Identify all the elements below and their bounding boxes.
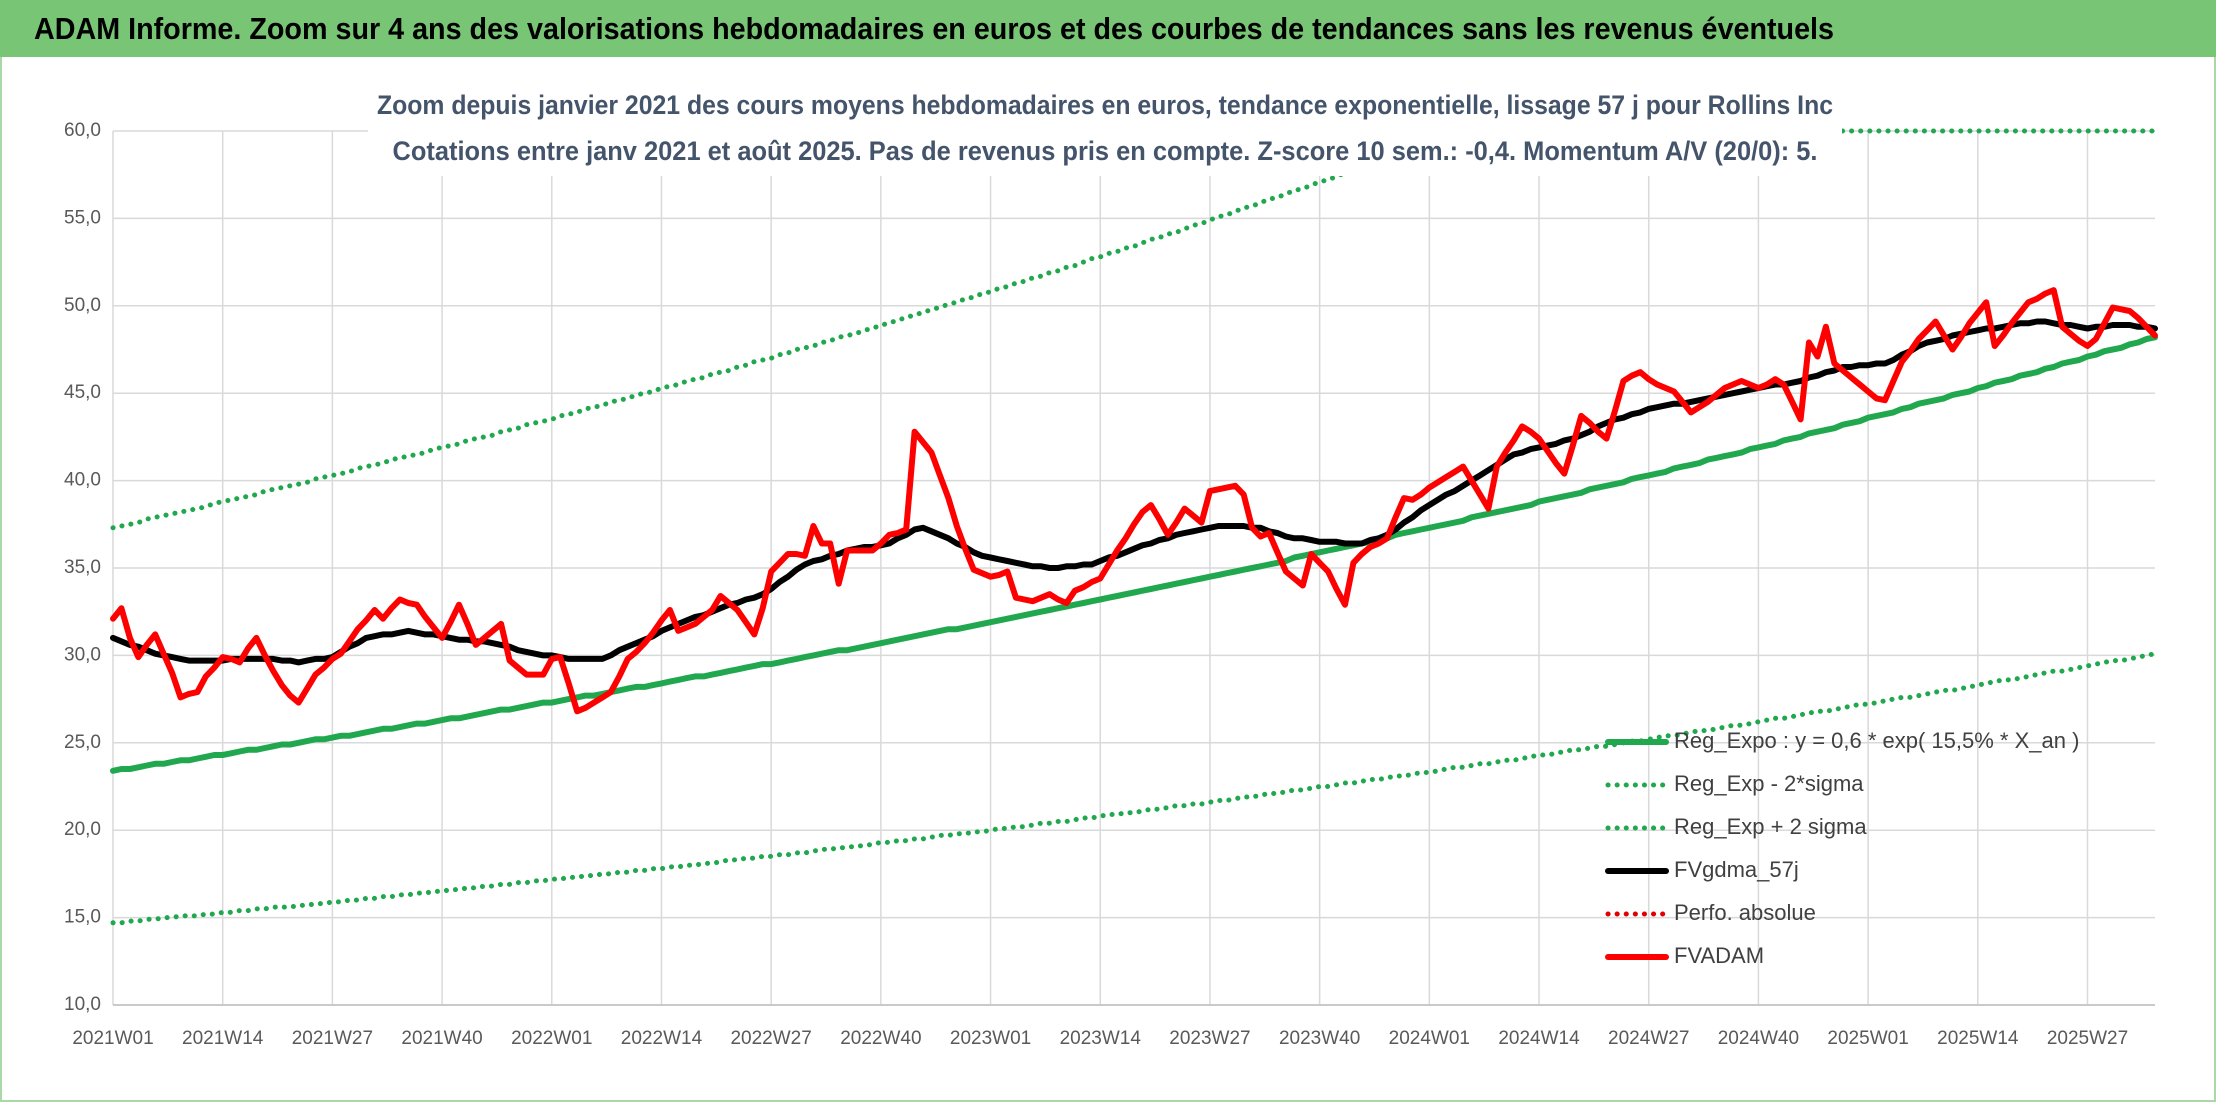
axes: 10,0 15,0 20,0 25,0 30,0 35,0 40,0 45,0 50,0 55,0… [64, 120, 2155, 1049]
y-tick-label: 35,0 [64, 557, 101, 578]
x-tick-label: 2021W14 [182, 1028, 264, 1049]
chart-subtitle: Zoom depuis janvier 2021 des cours moyen… [377, 90, 1833, 120]
legend-label: FVgdma_57j [1674, 857, 1799, 882]
legend-label: FVADAM [1674, 943, 1764, 968]
x-tick-label: 2022W01 [511, 1028, 592, 1049]
y-tick-label: 15,0 [64, 907, 101, 928]
y-tick-label: 40,0 [64, 470, 101, 491]
x-tick-label: 2021W01 [72, 1028, 153, 1049]
x-tick-label: 2024W27 [1608, 1028, 1689, 1049]
chart-subtitle: Cotations entre janv 2021 et août 2025. … [393, 136, 1818, 166]
x-tick-label: 2024W01 [1389, 1028, 1470, 1049]
series-line [110, 318, 2158, 666]
subtitle-background [368, 86, 1842, 176]
header-title: ADAM Informe. Zoom sur 4 ans des valoris… [34, 11, 1834, 46]
x-tick-label: 2025W14 [1937, 1028, 2019, 1049]
x-tick-label: 2025W01 [1827, 1028, 1908, 1049]
x-tick-label: 2024W14 [1498, 1028, 1580, 1049]
series-line [110, 287, 2158, 715]
y-tick-label: 50,0 [64, 295, 101, 316]
y-tick-label: 55,0 [64, 207, 101, 228]
legend-label: Reg_Exp + 2 sigma [1674, 814, 1867, 839]
x-tick-label: 2021W40 [401, 1028, 482, 1049]
x-tick-label: 2025W27 [2047, 1028, 2128, 1049]
y-tick-label: 25,0 [64, 732, 101, 753]
x-tick-label: 2022W14 [621, 1028, 703, 1049]
x-tick-label: 2023W14 [1060, 1028, 1142, 1049]
legend-label: Perfo. absolue [1674, 900, 1816, 925]
series-line [110, 651, 2158, 926]
legend-label: Reg_Expo : y = 0,6 * exp( 15,5% * X_an ) [1674, 728, 2079, 753]
legend-label: Reg_Exp - 2*sigma [1674, 771, 1864, 796]
y-tick-label: 10,0 [64, 994, 101, 1015]
x-tick-label: 2023W27 [1169, 1028, 1250, 1049]
x-tick-label: 2022W40 [840, 1028, 921, 1049]
y-tick-label: 60,0 [64, 120, 101, 141]
x-tick-label: 2023W01 [950, 1028, 1031, 1049]
x-tick-label: 2021W27 [292, 1028, 373, 1049]
series-line [110, 334, 2158, 774]
y-tick-label: 30,0 [64, 644, 101, 665]
header-bar [0, 0, 2216, 57]
x-tick-label: 2022W27 [730, 1028, 811, 1049]
y-tick-label: 20,0 [64, 819, 101, 840]
x-tick-label: 2023W40 [1279, 1028, 1360, 1049]
legend: Reg_Expo : y = 0,6 * exp( 15,5% * X_an )… [1605, 728, 2079, 968]
y-tick-label: 45,0 [64, 382, 101, 403]
x-tick-label: 2024W40 [1718, 1028, 1799, 1049]
